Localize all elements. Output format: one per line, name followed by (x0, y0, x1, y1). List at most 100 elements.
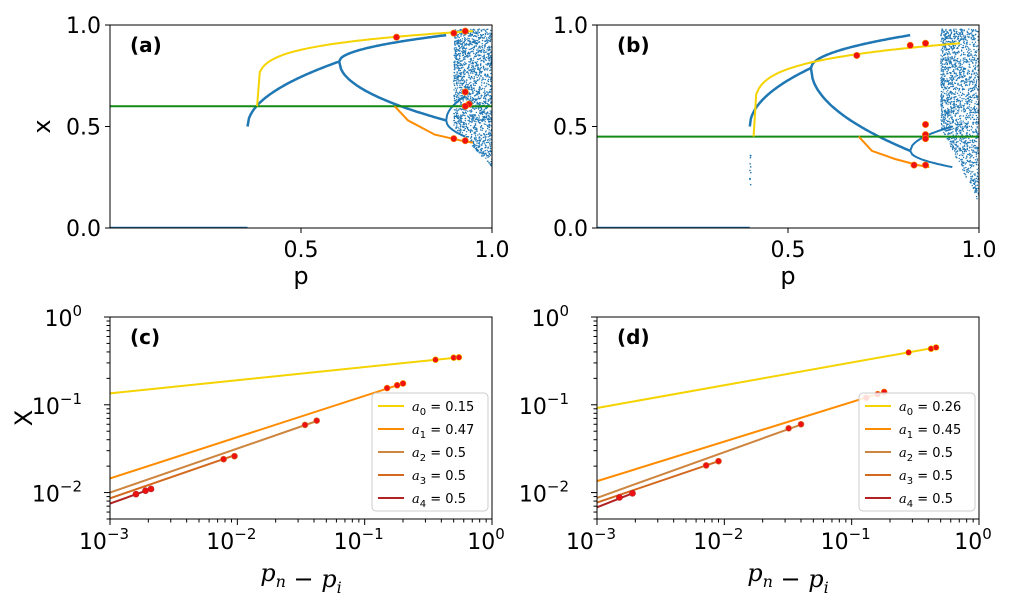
series-line-a_4 (596, 492, 633, 509)
data-point (393, 381, 401, 389)
legend-entry: a2 = 0.5 (899, 446, 953, 464)
x-tick-exponent: 0 (495, 525, 505, 543)
series-line-a_3 (596, 459, 721, 504)
onset-dot (749, 183, 752, 186)
y-tick-label: 10−1 (519, 390, 569, 420)
red-point (906, 41, 914, 49)
y-tick-label: 0.0 (553, 217, 588, 242)
red-point (922, 39, 930, 47)
plot-area (597, 28, 979, 228)
legend-entry: a2 = 0.5 (412, 446, 466, 464)
x-tick-label: 10−1 (821, 525, 871, 555)
onset-dot (749, 169, 751, 172)
data-point (132, 490, 140, 498)
panel-label: (d) (617, 325, 650, 349)
y-tick-exponent: 0 (72, 302, 82, 320)
onset-dot (749, 177, 751, 180)
y-tick-label: 0.5 (66, 116, 101, 141)
y-tick-label: 1.0 (553, 14, 588, 39)
legend: a0 = 0.15 a1 = 0.47 a2 = 0.5 a3 = 0.5 a4 = 0… (371, 392, 489, 512)
y-tick-label: 0.5 (553, 116, 588, 141)
x-tick-label: 10−2 (206, 525, 256, 555)
x-tick-label: 0.5 (284, 238, 319, 263)
legend-entry: a0 = 0.15 (412, 400, 474, 418)
red-point (922, 135, 930, 143)
period2-lower (809, 67, 911, 153)
x-tick-label: 1.0 (475, 238, 510, 263)
y-tick-exponent: −2 (547, 478, 569, 496)
stable-branch (748, 66, 812, 127)
legend-entry: a1 = 0.47 (412, 423, 474, 441)
y-axis-label: X (10, 410, 38, 426)
y-tick-label: 0.0 (66, 217, 101, 242)
red-point (922, 120, 930, 128)
red-point (910, 161, 918, 169)
data-point (301, 421, 309, 429)
data-point (629, 490, 636, 497)
onset-dot (749, 163, 751, 165)
period2-upper (338, 33, 447, 63)
x-tick-label: 10−1 (334, 525, 384, 555)
panel-label: (a) (130, 33, 162, 57)
red-point (392, 33, 400, 41)
series-line-a_2 (596, 422, 805, 499)
y-tick-label: 10−2 (32, 478, 82, 508)
x-tick-label: 0.5 (771, 238, 806, 263)
data-point (616, 494, 623, 501)
red-point (461, 27, 469, 35)
legend-entry: a3 = 0.5 (899, 469, 953, 487)
data-point (220, 455, 227, 463)
axes-frame (596, 24, 980, 229)
x-tick-label: 1.0 (962, 238, 997, 263)
red-point (461, 88, 469, 96)
data-point (905, 349, 912, 356)
plot-area (110, 27, 492, 228)
chaos-cloud (940, 28, 979, 200)
panel-b: 0.0 0.5 1.0 0.5 1.0 p (b) (553, 14, 997, 290)
data-point (383, 384, 391, 392)
x-tick-label: 10−3 (566, 525, 616, 555)
series-line-a_0 (596, 346, 937, 409)
x-tick-exponent: −2 (721, 525, 743, 543)
red-point (461, 102, 469, 110)
series-line-a_2 (109, 419, 319, 494)
red-points (392, 27, 473, 145)
onset-dot (749, 154, 752, 157)
series-line-a_3 (109, 453, 237, 500)
yellow-curve (256, 30, 473, 107)
data-point (932, 344, 940, 351)
x-axis-label: pn − pi (747, 559, 829, 597)
data-point (785, 424, 792, 432)
data-point (715, 457, 722, 465)
panel-label: (c) (130, 325, 160, 349)
onset-dot (750, 171, 752, 174)
x-axis-label: p (780, 262, 795, 290)
legend-box (371, 392, 489, 512)
series-line-a_1 (596, 391, 885, 483)
x-axis-label: pn − pi (260, 559, 342, 597)
x-tick-exponent: −3 (107, 525, 129, 543)
red-point (853, 51, 861, 59)
chaos-cloud (453, 28, 492, 167)
y-tick-label: 10−2 (519, 478, 569, 508)
data-point (702, 462, 710, 469)
y-tick-label: 10−1 (32, 390, 82, 420)
data-point (147, 485, 155, 493)
legend: a0 = 0.26 a1 = 0.45 a2 = 0.5 a3 = 0.5 a4 = 0… (858, 392, 976, 512)
y-tick-label: 100 (44, 302, 82, 332)
panel-a: 0.0 0.5 1.0 0.5 1.0 p x (a) (28, 14, 510, 290)
red-points (853, 39, 930, 169)
data-point (455, 354, 463, 361)
y-tick-exponent: −2 (60, 478, 82, 496)
period2-upper (809, 33, 911, 69)
series-line-a_0 (109, 356, 460, 395)
period2-lower (337, 61, 447, 122)
orange-curve (857, 135, 930, 169)
x-tick-exponent: −1 (849, 525, 871, 543)
x-tick-label: 10−3 (79, 525, 129, 555)
red-point (922, 161, 930, 169)
red-point (461, 137, 469, 145)
y-tick-exponent: −1 (60, 390, 82, 408)
data-point (399, 380, 407, 387)
